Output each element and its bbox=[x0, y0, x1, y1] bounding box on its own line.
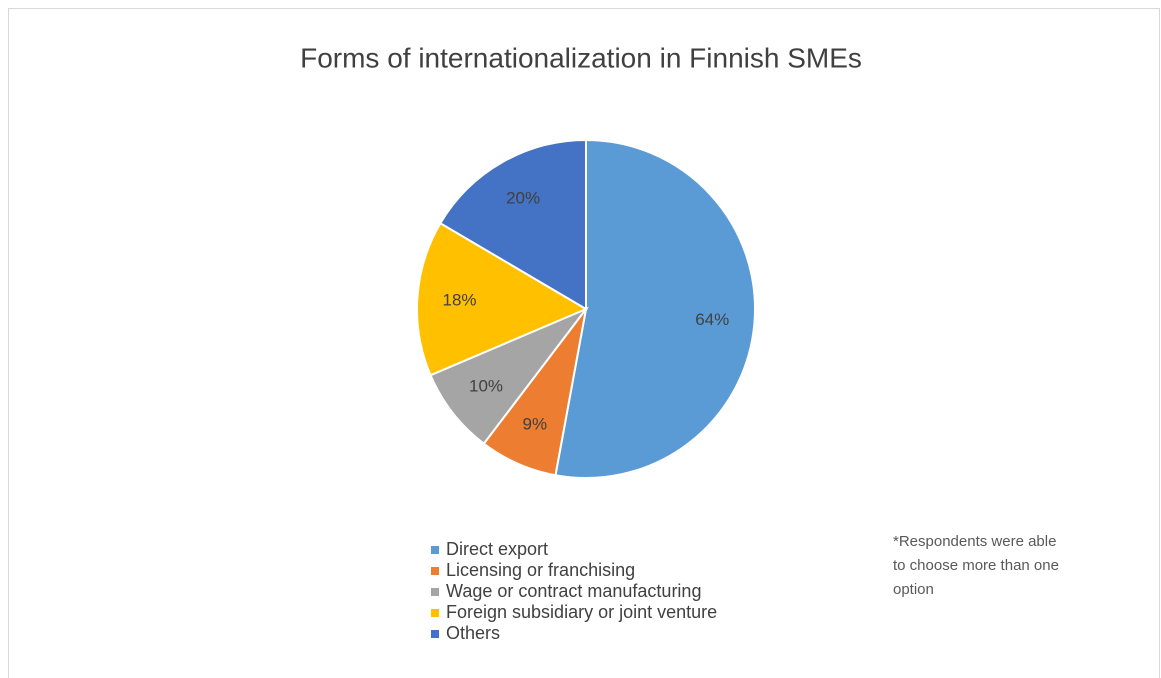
pie-slice bbox=[554, 138, 756, 479]
legend-swatch bbox=[431, 567, 439, 575]
pie-slice bbox=[429, 306, 590, 446]
chart-title: Forms of internationalization in Finnish… bbox=[300, 42, 862, 73]
legend-label: Others bbox=[446, 623, 500, 643]
chart-border bbox=[8, 8, 1160, 678]
pie-slice bbox=[416, 221, 589, 377]
data-label: 9% bbox=[523, 414, 548, 433]
legend-label: Licensing or franchising bbox=[446, 560, 635, 580]
legend-swatch bbox=[431, 630, 439, 638]
data-label: 18% bbox=[443, 290, 477, 309]
data-label: 64% bbox=[695, 310, 729, 329]
data-label: 20% bbox=[506, 188, 540, 207]
legend-label: Foreign subsidiary or joint venture bbox=[446, 602, 717, 622]
pie-slice bbox=[439, 138, 587, 311]
legend-swatch bbox=[431, 546, 439, 554]
legend-swatch bbox=[431, 588, 439, 596]
data-label: 10% bbox=[469, 376, 503, 395]
legend-swatch bbox=[431, 609, 439, 617]
legend-label: Wage or contract manufacturing bbox=[446, 581, 701, 601]
legend-label: Direct export bbox=[446, 539, 548, 559]
note: *Respondents were able to choose more th… bbox=[893, 533, 1059, 598]
